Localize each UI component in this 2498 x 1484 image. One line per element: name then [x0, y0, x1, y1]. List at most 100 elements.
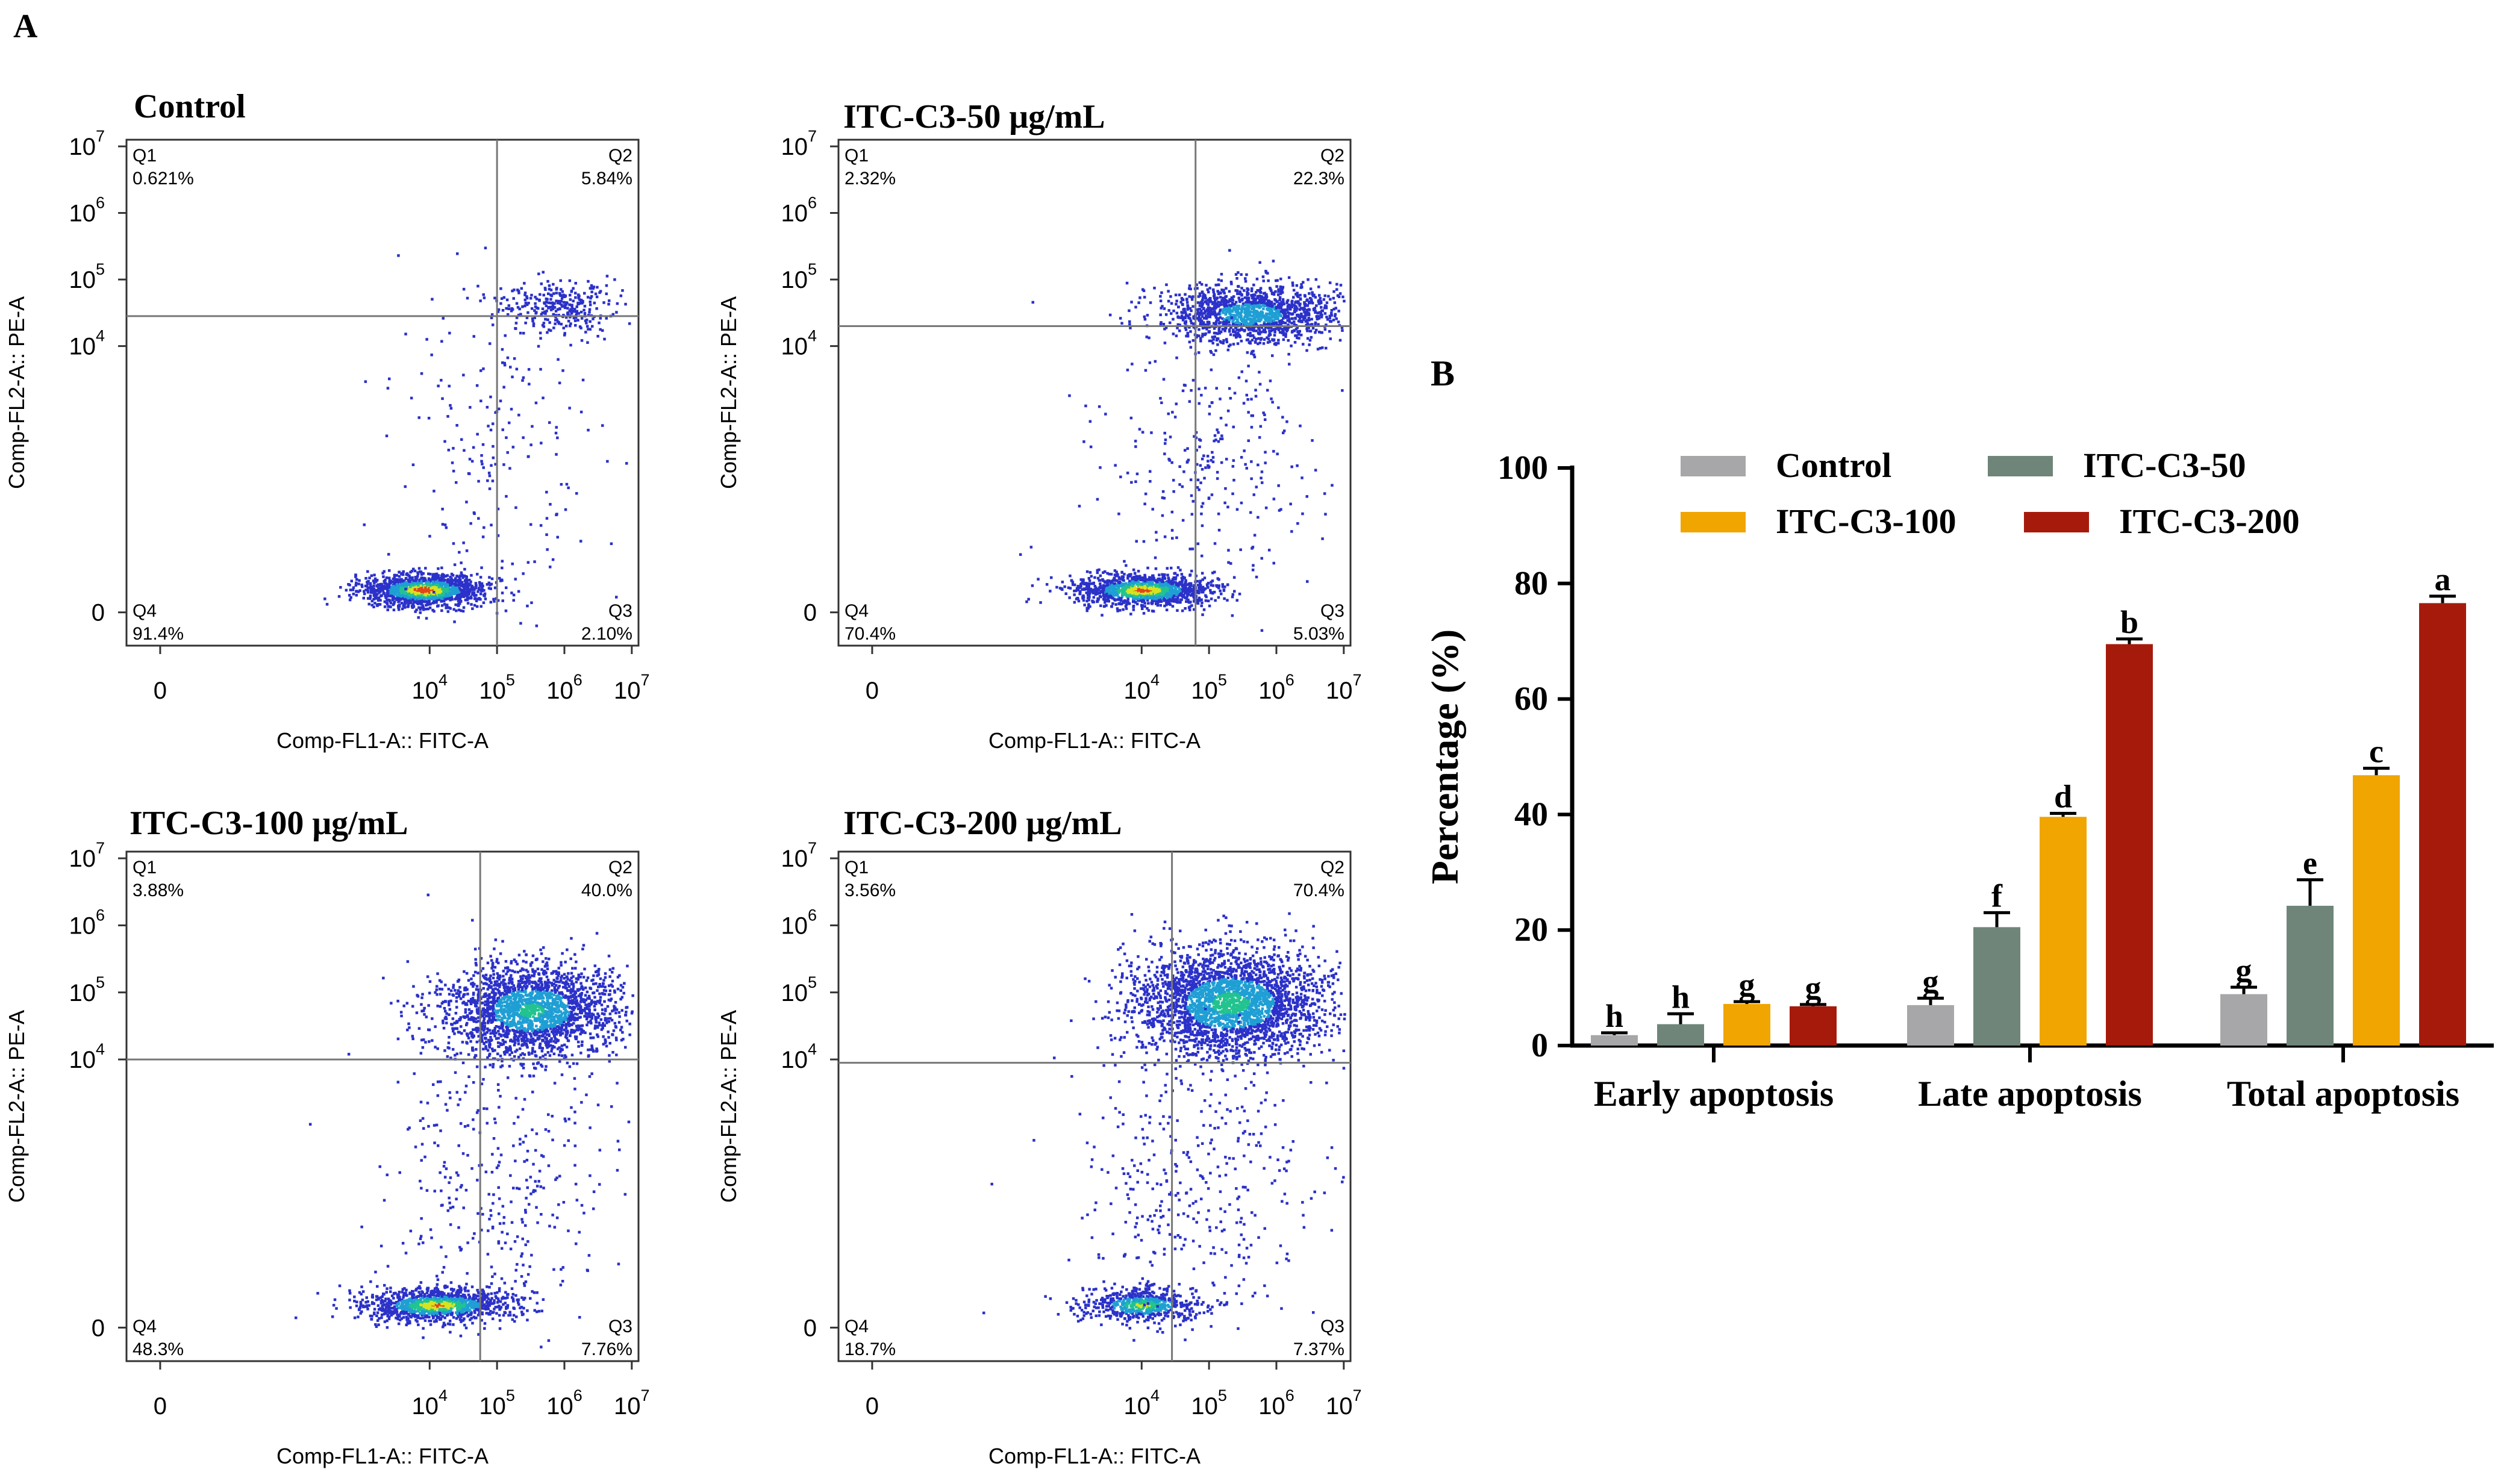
q1-name: Q1 — [133, 858, 157, 878]
y-tick-label: 105 — [69, 973, 105, 1006]
significance-letter: g — [1805, 970, 1822, 1006]
q2-name: Q2 — [608, 146, 632, 166]
y-axis-title: Comp-FL2-A:: PE-A — [716, 296, 741, 489]
y-tick-label: 105 — [69, 260, 105, 293]
q4-name: Q4 — [845, 601, 869, 621]
y-tick-label: 0 — [1531, 1027, 1548, 1064]
q3-percentage: 7.37% — [1293, 1339, 1344, 1359]
q4-percentage: 48.3% — [133, 1339, 184, 1359]
event-cloud — [295, 893, 634, 1348]
bar — [1973, 927, 2020, 1046]
y-axis-title: Percentage (%) — [1423, 629, 1466, 885]
significance-letter: g — [1923, 963, 1939, 999]
y-tick-label: 106 — [781, 194, 817, 227]
x-tick-label: 0 — [154, 1393, 167, 1420]
y-tick-label: 0 — [92, 1315, 105, 1341]
bar — [2287, 905, 2334, 1046]
q3-percentage: 5.03% — [1293, 624, 1344, 644]
x-axis-title: Comp-FL1-A:: FITC-A — [988, 1444, 1201, 1468]
q4-percentage: 91.4% — [133, 624, 184, 644]
bar — [1723, 1003, 1770, 1046]
dot-plot-3: ITC-C3-100 μg/mL Q1 3.88% Q2 40.0% Q3 7.76% Q4 4… — [4, 805, 650, 1468]
x-tick-label: 106 — [1258, 1386, 1294, 1420]
y-tick-label: 20 — [1514, 911, 1548, 949]
bar — [2353, 775, 2400, 1046]
y-tick-label: 107 — [781, 839, 817, 872]
q4-name: Q4 — [133, 601, 157, 621]
x-tick-label: 106 — [546, 671, 582, 704]
y-axis-title: Comp-FL2-A:: PE-A — [4, 1010, 29, 1203]
panel-b: B 0 20 40 60 80 100 Percentage (%) h h g g Early apo… — [1423, 354, 2494, 1114]
x-tick-label: 104 — [412, 1386, 448, 1420]
bar — [1657, 1024, 1704, 1046]
significance-letter: e — [2303, 845, 2317, 881]
bar-group: hh g g — [1591, 967, 1837, 1046]
q1-name: Q1 — [845, 146, 869, 166]
x-tick-label: 104 — [1124, 1386, 1160, 1420]
plot-title: Control — [134, 88, 246, 125]
q4-name: Q4 — [845, 1317, 869, 1336]
y-tick-label: 106 — [781, 906, 817, 939]
q2-name: Q2 — [1320, 858, 1344, 878]
plot-frame — [837, 139, 1352, 647]
q2-name: Q2 — [608, 858, 632, 878]
y-tick-label: 0 — [804, 1315, 817, 1341]
x-tick-label: 105 — [1191, 1386, 1227, 1420]
q2-name: Q2 — [1320, 146, 1344, 166]
q4-name: Q4 — [133, 1317, 157, 1336]
bar — [1591, 1035, 1638, 1046]
significance-letter: a — [2435, 561, 2451, 597]
q1-percentage: 3.88% — [133, 881, 184, 900]
y-tick-label: 104 — [781, 1040, 817, 1073]
event-cloud — [982, 912, 1346, 1342]
q1-percentage: 0.621% — [133, 169, 194, 189]
y-tick-label: 107 — [69, 839, 105, 872]
bar — [1790, 1006, 1837, 1046]
q4-percentage: 70.4% — [845, 624, 896, 644]
event-cloud — [323, 246, 631, 628]
y-axis-title: Comp-FL2-A:: PE-A — [716, 1010, 741, 1203]
legend-swatch — [1681, 456, 1746, 476]
q3-name: Q3 — [608, 601, 632, 621]
q3-percentage: 2.10% — [581, 624, 632, 644]
q3-percentage: 7.76% — [581, 1339, 632, 1359]
x-category-label: Total apoptosis — [2227, 1074, 2459, 1114]
q3-name: Q3 — [608, 1317, 632, 1336]
plot-frame — [125, 850, 640, 1362]
significance-letter: h — [1672, 979, 1690, 1015]
x-tick-label: 104 — [412, 671, 448, 704]
y-tick-label: 80 — [1514, 565, 1548, 602]
x-tick-label: 107 — [614, 671, 650, 704]
x-tick-label: 105 — [1191, 671, 1227, 704]
y-tick-label: 104 — [69, 327, 105, 360]
x-axis-title: Comp-FL1-A:: FITC-A — [988, 728, 1201, 753]
dot-plot-2: ITC-C3-50 μg/mL Q1 2.32% Q2 22.3% Q3 5.03% Q4 70… — [716, 98, 1362, 753]
panel-b-label: B — [1431, 354, 1455, 393]
y-axis-title: Comp-FL2-A:: PE-A — [4, 296, 29, 489]
bar-group: g e c a — [2220, 561, 2466, 1046]
significance-letter: g — [2236, 952, 2252, 988]
y-tick-label: 107 — [69, 127, 105, 160]
bar — [2220, 994, 2267, 1046]
plot-title: ITC-C3-200 μg/mL — [843, 805, 1122, 842]
legend-label: ITC-C3-100 — [1776, 502, 1956, 541]
legend-label: Control — [1776, 446, 1891, 485]
y-tick-label: 107 — [781, 127, 817, 160]
x-tick-label: 0 — [866, 678, 879, 704]
bar — [2106, 644, 2153, 1046]
bar — [2419, 603, 2466, 1046]
legend-label: ITC-C3-200 — [2119, 502, 2300, 541]
y-tick-label: 60 — [1514, 681, 1548, 718]
q2-percentage: 40.0% — [581, 881, 632, 900]
x-category-label: Early apoptosis — [1594, 1074, 1834, 1114]
q3-name: Q3 — [1320, 1317, 1344, 1336]
significance-letter: g — [1739, 967, 1755, 1003]
legend-swatch — [1988, 456, 2053, 476]
y-tick-label: 0 — [804, 600, 817, 626]
plot-title: ITC-C3-100 μg/mL — [130, 805, 408, 842]
q3-name: Q3 — [1320, 601, 1344, 621]
legend-label: ITC-C3-50 — [2083, 446, 2246, 485]
x-tick-label: 107 — [1326, 671, 1362, 704]
x-category-label: Late apoptosis — [1918, 1074, 2142, 1114]
